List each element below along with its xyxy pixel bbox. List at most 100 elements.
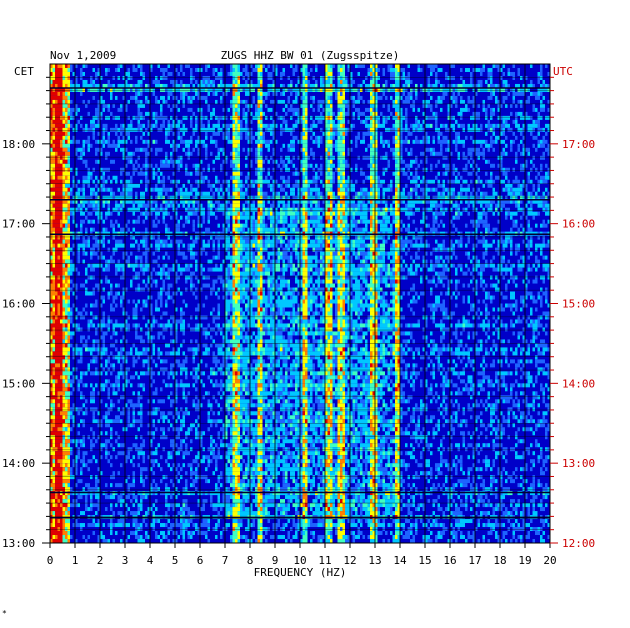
heatmap-cell: [382, 227, 385, 232]
heatmap-cell: [397, 135, 400, 140]
heatmap-cell: [212, 71, 215, 76]
heatmap-cell: [265, 235, 268, 240]
heatmap-cell: [415, 123, 418, 128]
heatmap-cell: [210, 207, 213, 212]
heatmap-cell: [517, 179, 520, 184]
heatmap-cell: [472, 87, 475, 92]
heatmap-cell: [227, 87, 230, 92]
heatmap-cell: [547, 211, 550, 216]
heatmap-cell: [362, 235, 365, 240]
heatmap-cell: [202, 75, 205, 80]
heatmap-cell: [485, 239, 488, 244]
heatmap-cell: [380, 235, 383, 240]
heatmap-cell: [445, 187, 448, 192]
heatmap-cell: [390, 183, 393, 188]
heatmap-cell: [62, 175, 65, 180]
heatmap-cell: [267, 107, 270, 112]
heatmap-cell: [257, 127, 260, 132]
heatmap-cell: [330, 111, 333, 116]
heatmap-cell: [430, 147, 433, 152]
heatmap-cell: [105, 123, 108, 128]
heatmap-cell: [450, 87, 453, 92]
heatmap-cell: [432, 211, 435, 216]
heatmap-cell: [257, 211, 260, 216]
heatmap-cell: [347, 183, 350, 188]
heatmap-cell: [397, 87, 400, 92]
heatmap-cell: [340, 115, 343, 120]
heatmap-cell: [467, 159, 470, 164]
heatmap-cell: [277, 211, 280, 216]
heatmap-cell: [235, 91, 238, 96]
heatmap-cell: [257, 75, 260, 80]
heatmap-cell: [415, 119, 418, 124]
heatmap-cell: [177, 87, 180, 92]
heatmap-cell: [195, 199, 198, 204]
heatmap-cell: [340, 111, 343, 116]
heatmap-cell: [517, 183, 520, 188]
heatmap-cell: [137, 199, 140, 204]
x-axis-title: FREQUENCY (HZ): [254, 566, 347, 579]
heatmap-cell: [52, 83, 55, 88]
heatmap-cell: [57, 119, 60, 124]
heatmap-cell: [80, 87, 83, 92]
heatmap-cell: [435, 79, 438, 84]
heatmap-cell: [537, 123, 540, 128]
heatmap-cell: [52, 227, 55, 232]
heatmap-cell: [300, 147, 303, 152]
heatmap-cell: [317, 175, 320, 180]
heatmap-cell: [115, 147, 118, 152]
heatmap-cell: [407, 83, 410, 88]
heatmap-cell: [430, 151, 433, 156]
heatmap-cell: [487, 223, 490, 228]
heatmap-cell: [357, 235, 360, 240]
heatmap-cell: [477, 111, 480, 116]
heatmap-cell: [505, 83, 508, 88]
heatmap-cell: [485, 143, 488, 148]
heatmap-cell: [135, 91, 138, 96]
heatmap-cell: [405, 115, 408, 120]
heatmap-cell: [212, 139, 215, 144]
heatmap-cell: [540, 143, 543, 148]
heatmap-cell: [490, 123, 493, 128]
heatmap-cell: [235, 211, 238, 216]
heatmap-cell: [52, 207, 55, 212]
heatmap-cell: [300, 187, 303, 192]
heatmap-cell: [65, 79, 68, 84]
heatmap-cell: [452, 215, 455, 220]
heatmap-cell: [442, 123, 445, 128]
heatmap-cell: [342, 207, 345, 212]
heatmap-cell: [397, 75, 400, 80]
heatmap-cell: [197, 183, 200, 188]
heatmap-cell: [345, 79, 348, 84]
heatmap-cell: [145, 243, 148, 248]
heatmap-cell: [425, 167, 428, 172]
heatmap-cell: [515, 191, 518, 196]
heatmap-cell: [190, 135, 193, 140]
heatmap-cell: [62, 119, 65, 124]
heatmap-cell: [65, 183, 68, 188]
heatmap-cell: [187, 191, 190, 196]
heatmap-cell: [480, 219, 483, 224]
heatmap-cell: [340, 183, 343, 188]
heatmap-cell: [352, 79, 355, 84]
heatmap-cell: [210, 83, 213, 88]
heatmap-cell: [220, 203, 223, 208]
heatmap-cell: [245, 215, 248, 220]
heatmap-cell: [357, 203, 360, 208]
heatmap-cell: [307, 191, 310, 196]
heatmap-cell: [220, 147, 223, 152]
heatmap-cell: [80, 147, 83, 152]
heatmap-cell: [285, 111, 288, 116]
heatmap-cell: [312, 223, 315, 228]
heatmap-cell: [327, 111, 330, 116]
heatmap-cell: [485, 111, 488, 116]
heatmap-cell: [360, 83, 363, 88]
heatmap-cell: [187, 171, 190, 176]
heatmap-cell: [280, 159, 283, 164]
heatmap-cell: [397, 203, 400, 208]
heatmap-cell: [512, 71, 515, 76]
heatmap-cell: [542, 235, 545, 240]
heatmap-cell: [157, 83, 160, 88]
heatmap-cell: [160, 75, 163, 80]
heatmap-cell: [422, 87, 425, 92]
